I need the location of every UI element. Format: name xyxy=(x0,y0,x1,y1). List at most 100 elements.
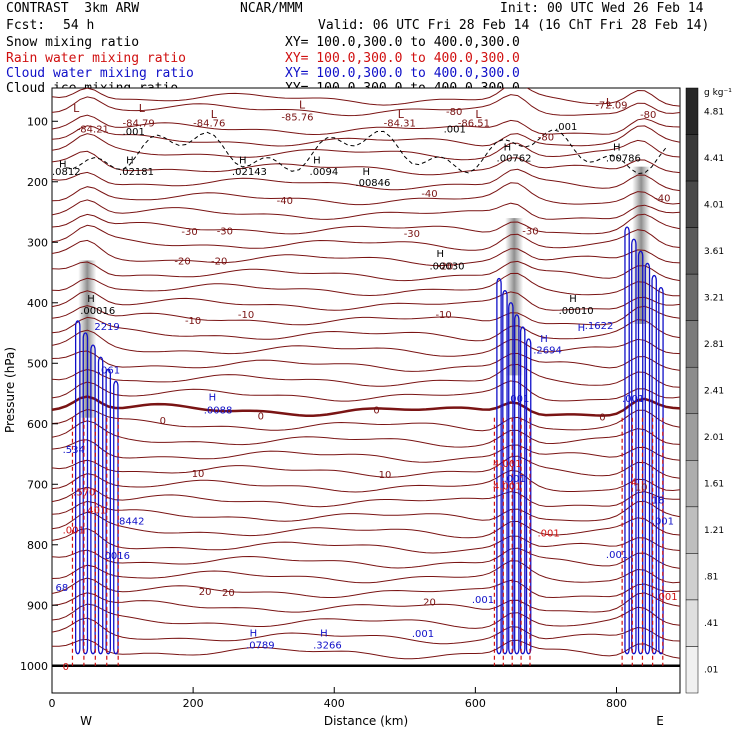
low-value-3: -85.76 xyxy=(281,112,313,123)
cloud-water-contour-0-4 xyxy=(105,368,112,655)
cloud-ice-high-marker-9: H xyxy=(569,294,577,305)
temperature-contour-10 xyxy=(52,224,680,251)
y-tick-label-0: 100 xyxy=(27,115,48,128)
cloud-water-contour-2-4 xyxy=(651,274,657,655)
colorbar-swatch-7 xyxy=(685,413,699,461)
low-marker-3: L xyxy=(299,98,306,111)
rain-label-6: 4 xyxy=(631,477,637,488)
low-marker-2: L xyxy=(211,108,218,121)
low-value-1: -84.79 xyxy=(123,118,155,129)
colorbar-label-0: 4.81 xyxy=(704,107,724,117)
cloud-ice-high-value-4: .00846 xyxy=(355,178,390,189)
plot-frame xyxy=(51,87,681,694)
temperature-contour-5 xyxy=(52,150,680,176)
temperature-label-18: 0 xyxy=(373,405,379,416)
cloud-ice-high-value-6: .00786 xyxy=(606,154,641,165)
temperature-label-12: -20 xyxy=(437,261,453,272)
y-tick-label-5: 600 xyxy=(27,418,48,431)
temperature-label-2: -80 xyxy=(640,110,656,121)
cloud-ice-high-value-1: .02181 xyxy=(119,167,154,178)
cloud-ice-contour-label-2: .001 xyxy=(555,122,577,133)
temperature-contour-20 xyxy=(52,380,680,402)
colorbar-label-7: 2.01 xyxy=(704,433,724,443)
cloud-water-label-20: .3266 xyxy=(313,641,342,652)
cloud-water-contour-0-3 xyxy=(97,356,104,655)
colorbar-label-1: 4.41 xyxy=(704,154,724,164)
temperature-contour-27 xyxy=(52,486,680,508)
cloud-ice-high-marker-3: H xyxy=(313,155,321,166)
cloud-ice-high-marker-8: H xyxy=(87,294,95,305)
temperature-label-24: 20 xyxy=(222,588,235,599)
cloud-ice-high-marker-7: H xyxy=(437,249,445,260)
forecast-label: Fcst: xyxy=(6,18,46,33)
y-tick-label-9: 1000 xyxy=(20,660,48,673)
cloud-water-label-18: .001 xyxy=(472,595,494,606)
temperature-contour-0 xyxy=(52,88,680,107)
colorbar-swatch-11 xyxy=(685,599,699,647)
cloud-water-label-17: 68 xyxy=(56,583,69,594)
rain-label-5: .570 xyxy=(73,488,95,499)
temperature-label-4: -40 xyxy=(421,189,437,200)
temperature-contour-9 xyxy=(52,213,680,235)
colorbar-label-11: .41 xyxy=(704,619,718,629)
cloud-water-contour-1-3 xyxy=(514,314,520,655)
cloud-water-label-6: H xyxy=(209,393,217,404)
rain-label-3: .001 xyxy=(63,526,85,537)
colorbar: 4.81 4.41 4.01 3.61 3.21 2.81 2.41 2.01 1.61 1.21… xyxy=(685,87,724,694)
cloud-ice-high-marker-1: H xyxy=(126,155,134,166)
cloud-water-contour-1-2 xyxy=(508,302,514,655)
cloud-water-label-3: H xyxy=(540,334,548,345)
cloud-water-label-14: .001 xyxy=(606,550,628,561)
x-tick-label-1: 200 xyxy=(183,697,204,710)
cloud-ice-contour-label-0: .001 xyxy=(123,127,145,138)
cloud-ice-contour-label-1: .001 xyxy=(444,125,466,136)
rain-label-4: 401 xyxy=(87,506,106,517)
cloud-water-label-15: .001 xyxy=(652,517,674,528)
x-tick-label-0: 0 xyxy=(49,697,56,710)
low-value-5: -86.51 xyxy=(458,118,490,129)
colorbar-swatch-8 xyxy=(685,460,699,508)
model-title: CONTRAST 3km ARW xyxy=(6,1,140,16)
temperature-contour-32 xyxy=(52,560,680,584)
init-time: Init: 00 UTC Wed 26 Feb 14 xyxy=(500,1,704,16)
temperature-label-23: 20 xyxy=(199,587,212,598)
temperature-label-14: -10 xyxy=(238,310,254,321)
cloud-water-contour-1-0 xyxy=(496,277,502,655)
cloud-ice-high-marker-6: H xyxy=(613,143,621,154)
rain-label-0: 4.001 xyxy=(493,481,522,492)
cloud-ice-high-marker-2: H xyxy=(239,155,247,166)
temperature-label-3: -40 xyxy=(277,196,293,207)
colorbar-swatch-10 xyxy=(685,553,699,601)
temperature-contour-12 xyxy=(52,260,680,282)
temperature-contour-31 xyxy=(52,547,680,569)
temperature-contour-37 xyxy=(52,638,680,660)
temperature-contour-7 xyxy=(52,182,680,206)
colorbar-swatch-5 xyxy=(685,320,699,368)
temperature-label-1: -80 xyxy=(538,133,554,144)
rain-label-2: .001 xyxy=(537,529,559,540)
cloud-ice-high-marker-4: H xyxy=(362,167,370,178)
temperature-contour-26 xyxy=(52,469,680,493)
colorbar-swatch-4 xyxy=(685,273,699,321)
temperature-contour-18 xyxy=(52,350,680,372)
cloud-water-label-2: .1622 xyxy=(585,321,614,332)
east-endpoint: E xyxy=(656,714,664,728)
cloud-water-label-16: 18 xyxy=(652,495,665,506)
temperature-contour-30 xyxy=(52,528,680,554)
y-tick-label-2: 300 xyxy=(27,236,48,249)
cloud-water-label-8: .534 xyxy=(63,445,85,456)
rain-label-8: 0 xyxy=(63,662,69,673)
y-tick-label-3: 400 xyxy=(27,297,48,310)
cloud-water-contour-0-2 xyxy=(90,344,96,655)
temperature-label-20: 10 xyxy=(192,469,205,480)
temperature-label-7: -30 xyxy=(217,226,233,237)
cloud-ice-high-value-7: .00030 xyxy=(430,261,465,272)
temperature-label-11: -20 xyxy=(211,257,227,268)
cloud-water-label-12: 8442 xyxy=(119,517,144,528)
temperature-contour-23 xyxy=(52,420,680,448)
snow-shading-2 xyxy=(632,166,651,324)
low-value-6: -72.09 xyxy=(595,100,627,111)
temperature-label-10: -20 xyxy=(174,257,190,268)
temperature-contour-29 xyxy=(52,511,680,539)
cloud-water-contour-2-2 xyxy=(637,250,644,655)
